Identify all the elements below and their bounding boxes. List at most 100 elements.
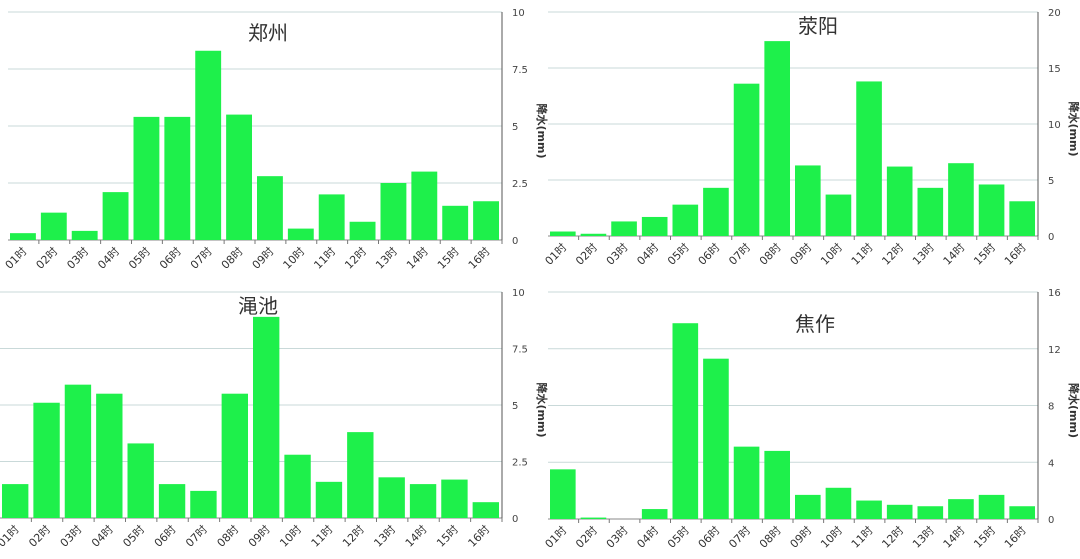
bar-03时 <box>71 230 98 240</box>
x-tick-label: 08时 <box>757 524 784 551</box>
x-tick-label: 09时 <box>246 523 273 550</box>
x-tick-label: 15时 <box>971 524 998 551</box>
y-tick-label: 0 <box>512 514 518 525</box>
bar-09时 <box>257 176 283 240</box>
x-tick-label: 02时 <box>573 524 600 551</box>
bar-15时 <box>442 205 469 240</box>
x-tick-label: 14时 <box>403 523 430 550</box>
bar-08时 <box>764 450 790 519</box>
x-tick-label: 09时 <box>788 241 815 268</box>
x-tick-label: 16时 <box>466 523 493 550</box>
x-tick-label: 06时 <box>696 241 723 268</box>
chart-title: 渑池 <box>238 294 278 318</box>
bar-16时 <box>472 502 499 518</box>
x-tick-label: 02时 <box>26 523 53 550</box>
bar-01时 <box>10 233 36 240</box>
bar-04时 <box>96 393 123 518</box>
x-tick-label: 15时 <box>434 523 461 550</box>
bar-08时 <box>221 393 248 518</box>
bar-07时 <box>190 490 217 518</box>
x-tick-label: 16时 <box>1002 241 1029 268</box>
bar-14时 <box>948 163 974 236</box>
bar-05时 <box>672 323 699 519</box>
bar-12时 <box>349 221 376 240</box>
x-tick-label: 15时 <box>971 241 998 268</box>
x-tick-label: 06时 <box>696 524 723 551</box>
x-tick-label: 05时 <box>665 241 692 268</box>
x-tick-label: 08时 <box>219 245 246 272</box>
x-tick-label: 10时 <box>281 245 308 272</box>
x-tick-label: 12时 <box>879 524 906 551</box>
x-tick-label: 05时 <box>120 523 147 550</box>
bar-06时 <box>703 187 729 236</box>
bar-10时 <box>284 454 311 518</box>
y-axis-label: 降水(mm) <box>1067 383 1080 438</box>
x-tick-label: 14时 <box>404 245 431 272</box>
y-tick-label: 10 <box>512 8 525 19</box>
y-tick-label: 10 <box>1048 120 1061 131</box>
x-tick-label: 11时 <box>849 241 876 268</box>
x-tick-label: 06时 <box>152 523 179 550</box>
bar-10时 <box>825 487 852 519</box>
x-tick-label: 03时 <box>604 524 631 551</box>
bar-10时 <box>825 194 852 236</box>
x-tick-label: 10时 <box>277 523 304 550</box>
bar-03时 <box>611 221 637 236</box>
bar-01时 <box>550 469 576 519</box>
bar-07时 <box>733 83 760 237</box>
x-tick-label: 07时 <box>726 524 753 551</box>
x-tick-label: 05时 <box>665 524 692 551</box>
x-tick-label: 14时 <box>941 524 968 551</box>
chart-title: 焦作 <box>795 312 835 336</box>
y-tick-label: 5 <box>512 122 518 133</box>
bar-05时 <box>672 204 699 236</box>
y-tick-label: 0 <box>1048 515 1054 526</box>
bar-12时 <box>886 504 913 519</box>
bar-16时 <box>1009 201 1035 236</box>
y-tick-label: 0 <box>512 236 518 247</box>
bar-12时 <box>886 166 913 236</box>
x-tick-label: 08时 <box>757 241 784 268</box>
bar-14时 <box>948 499 974 519</box>
x-tick-label: 08时 <box>215 523 242 550</box>
x-tick-label: 14时 <box>941 241 968 268</box>
x-tick-label: 03时 <box>58 523 85 550</box>
bar-01时 <box>2 484 29 518</box>
x-tick-label: 12时 <box>342 245 369 272</box>
x-tick-label: 03时 <box>64 245 91 272</box>
bar-15时 <box>441 479 468 518</box>
chart-panel-3: 0 2.5 5 7.5 10 01时 02时 03时 04时 05时 06时 07时 08时 09时 10时… <box>0 288 549 550</box>
bar-07时 <box>195 50 222 241</box>
x-tick-label: 07时 <box>183 523 210 550</box>
bar-15时 <box>978 184 1005 236</box>
x-tick-label: 16时 <box>466 245 493 272</box>
y-axis-label: 降水(mm) <box>535 104 549 159</box>
bar-09时 <box>795 494 821 519</box>
x-tick-label: 15时 <box>435 245 462 272</box>
x-tick-label: 12时 <box>340 523 367 550</box>
bar-06时 <box>158 484 186 518</box>
y-tick-label: 4 <box>1048 458 1054 469</box>
x-tick-label: 01时 <box>0 523 22 550</box>
x-tick-label: 04时 <box>95 245 122 272</box>
bar-07时 <box>733 446 760 519</box>
x-tick-label: 03时 <box>604 241 631 268</box>
y-tick-label: 5 <box>512 401 518 412</box>
bar-13时 <box>380 183 407 240</box>
bar-05时 <box>127 443 154 518</box>
bar-04时 <box>641 509 668 519</box>
x-tick-label: 05时 <box>126 245 153 272</box>
x-tick-label: 16时 <box>1002 524 1029 551</box>
x-tick-label: 07时 <box>188 245 215 272</box>
x-tick-label: 01时 <box>543 241 570 268</box>
x-tick-label: 11时 <box>311 245 338 272</box>
bar-11时 <box>318 194 345 240</box>
bar-06时 <box>164 116 191 240</box>
bar-13时 <box>378 477 405 518</box>
x-tick-label: 01时 <box>543 524 570 551</box>
x-tick-label: 10时 <box>818 241 845 268</box>
x-tick-label: 13时 <box>910 241 937 268</box>
bar-13时 <box>917 187 944 236</box>
y-tick-label: 7.5 <box>512 345 528 356</box>
bar-14时 <box>411 171 438 240</box>
